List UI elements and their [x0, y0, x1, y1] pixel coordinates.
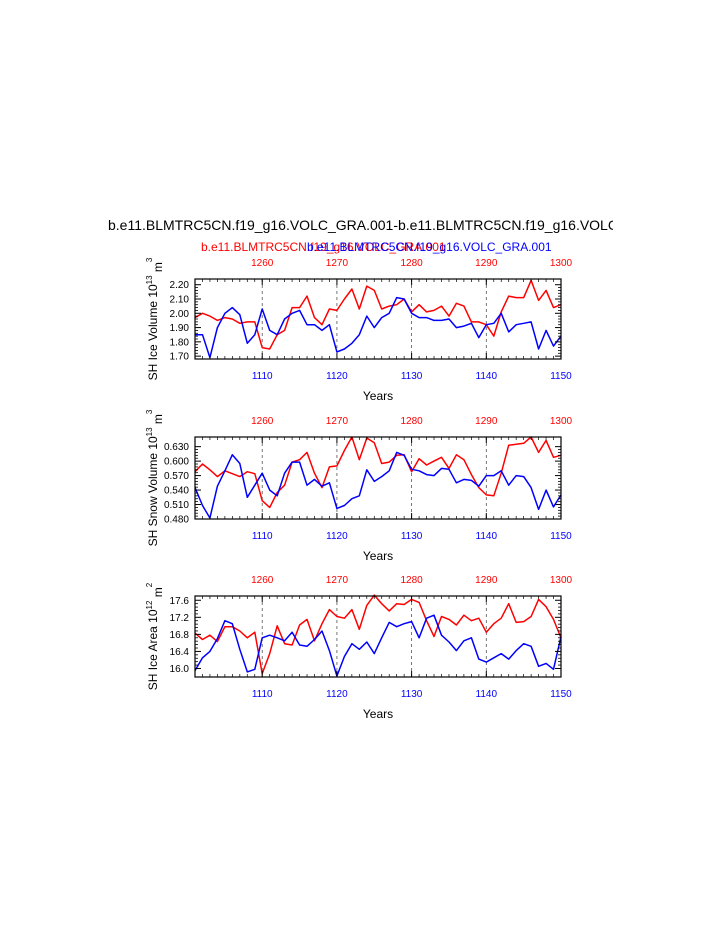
x-tick-label-top: 1290	[475, 416, 498, 427]
y-tick-label: 1.80	[170, 337, 190, 348]
x-tick-label-bottom: 1140	[476, 531, 498, 542]
chart-panel-3: 16.0 16.4 16.8 17.2 17.6 1110 1120 1130 1140 1150…	[145, 575, 573, 721]
y-tick-label: 16.4	[170, 647, 190, 658]
x-tick-label-bottom: 1110	[252, 531, 273, 542]
y-tick-label: 0.540	[164, 486, 189, 497]
y-tick-label: 0.630	[164, 442, 189, 453]
series-line-red	[194, 594, 562, 675]
x-tick-label-top: 1270	[326, 258, 349, 269]
x-tick-label-top: 1290	[475, 575, 498, 586]
y-tick-label: 2.00	[170, 309, 190, 320]
y-tick-label: 17.2	[170, 613, 190, 624]
y-axis-label: SH Snow Volume 1013 m3	[145, 409, 165, 546]
x-axis-label: Years	[363, 389, 393, 403]
x-tick-label-bottom: 1120	[326, 531, 348, 542]
chart-subtitle-red: b.e11.BLMTRC5CN.f19_g16.VOLC_GRA.001	[201, 240, 446, 254]
chart-main-title: b.e11.BLMTRC5CN.f19_g16.VOLC_GRA.001-b.e…	[108, 217, 613, 233]
x-tick-label-top: 1300	[550, 575, 573, 586]
x-tick-label-top: 1260	[251, 416, 274, 427]
y-tick-label: 1.70	[170, 352, 190, 363]
y-tick-label: 0.570	[164, 471, 189, 482]
plot-frame	[194, 595, 562, 678]
chart-panel-1: 1.70 1.80 1.90 2.00 2.10 2.20 1110 1120 1130 1140…	[145, 257, 573, 403]
y-axis-label: SH Ice Area 1012 m2	[145, 582, 165, 690]
x-tick-label-top: 1260	[251, 258, 274, 269]
x-tick-label-top: 1290	[475, 258, 498, 269]
x-tick-label-top: 1270	[326, 575, 349, 586]
x-tick-label-bottom: 1110	[252, 371, 273, 382]
x-tick-label-bottom: 1150	[550, 689, 572, 700]
x-tick-label-top: 1260	[251, 575, 274, 586]
x-tick-label-bottom: 1130	[401, 531, 423, 542]
x-tick-label-top: 1280	[400, 575, 423, 586]
y-tick-label: 0.600	[164, 457, 189, 468]
x-tick-label-top: 1270	[326, 416, 349, 427]
x-tick-label-bottom: 1130	[401, 371, 423, 382]
y-tick-label: 2.10	[170, 295, 190, 306]
y-tick-label: 0.510	[164, 500, 189, 511]
x-tick-label-bottom: 1150	[550, 531, 572, 542]
x-tick-label-bottom: 1130	[401, 689, 423, 700]
series-line-blue	[195, 296, 562, 359]
chart-subtitle-blue: b.e11.BLMTRC5CN.f19_g16.VOLC_GRA.001	[307, 240, 552, 254]
series-line-red	[194, 436, 562, 509]
y-tick-label: 0.480	[164, 515, 189, 526]
x-tick-label-bottom: 1140	[476, 689, 498, 700]
x-axis-label: Years	[363, 707, 393, 721]
x-tick-label-bottom: 1110	[252, 689, 273, 700]
x-tick-label-bottom: 1140	[476, 371, 498, 382]
y-tick-label: 1.90	[170, 323, 190, 334]
x-axis-label: Years	[363, 549, 393, 563]
x-tick-label-top: 1300	[550, 258, 573, 269]
series-line-red	[194, 279, 562, 350]
y-tick-label: 17.6	[170, 596, 190, 607]
x-tick-label-bottom: 1120	[326, 689, 348, 700]
y-tick-label: 16.0	[170, 664, 190, 675]
plot-frame	[194, 436, 562, 520]
series-line-blue	[194, 451, 562, 519]
x-tick-label-top: 1280	[400, 416, 423, 427]
chart-panel-2: 0.480 0.510 0.540 0.570 0.600 0.630 1110 1120 11…	[145, 409, 573, 563]
y-tick-label: 16.8	[170, 630, 190, 641]
y-axis-label: SH Ice Volume 1013 m3	[145, 257, 165, 380]
x-tick-label-bottom: 1120	[326, 371, 348, 382]
series-line-blue	[194, 614, 562, 677]
y-tick-label: 2.20	[170, 280, 190, 291]
x-tick-label-top: 1280	[400, 258, 423, 269]
x-tick-label-bottom: 1150	[550, 371, 572, 382]
x-tick-label-top: 1300	[550, 416, 573, 427]
plot-frame	[194, 278, 562, 360]
